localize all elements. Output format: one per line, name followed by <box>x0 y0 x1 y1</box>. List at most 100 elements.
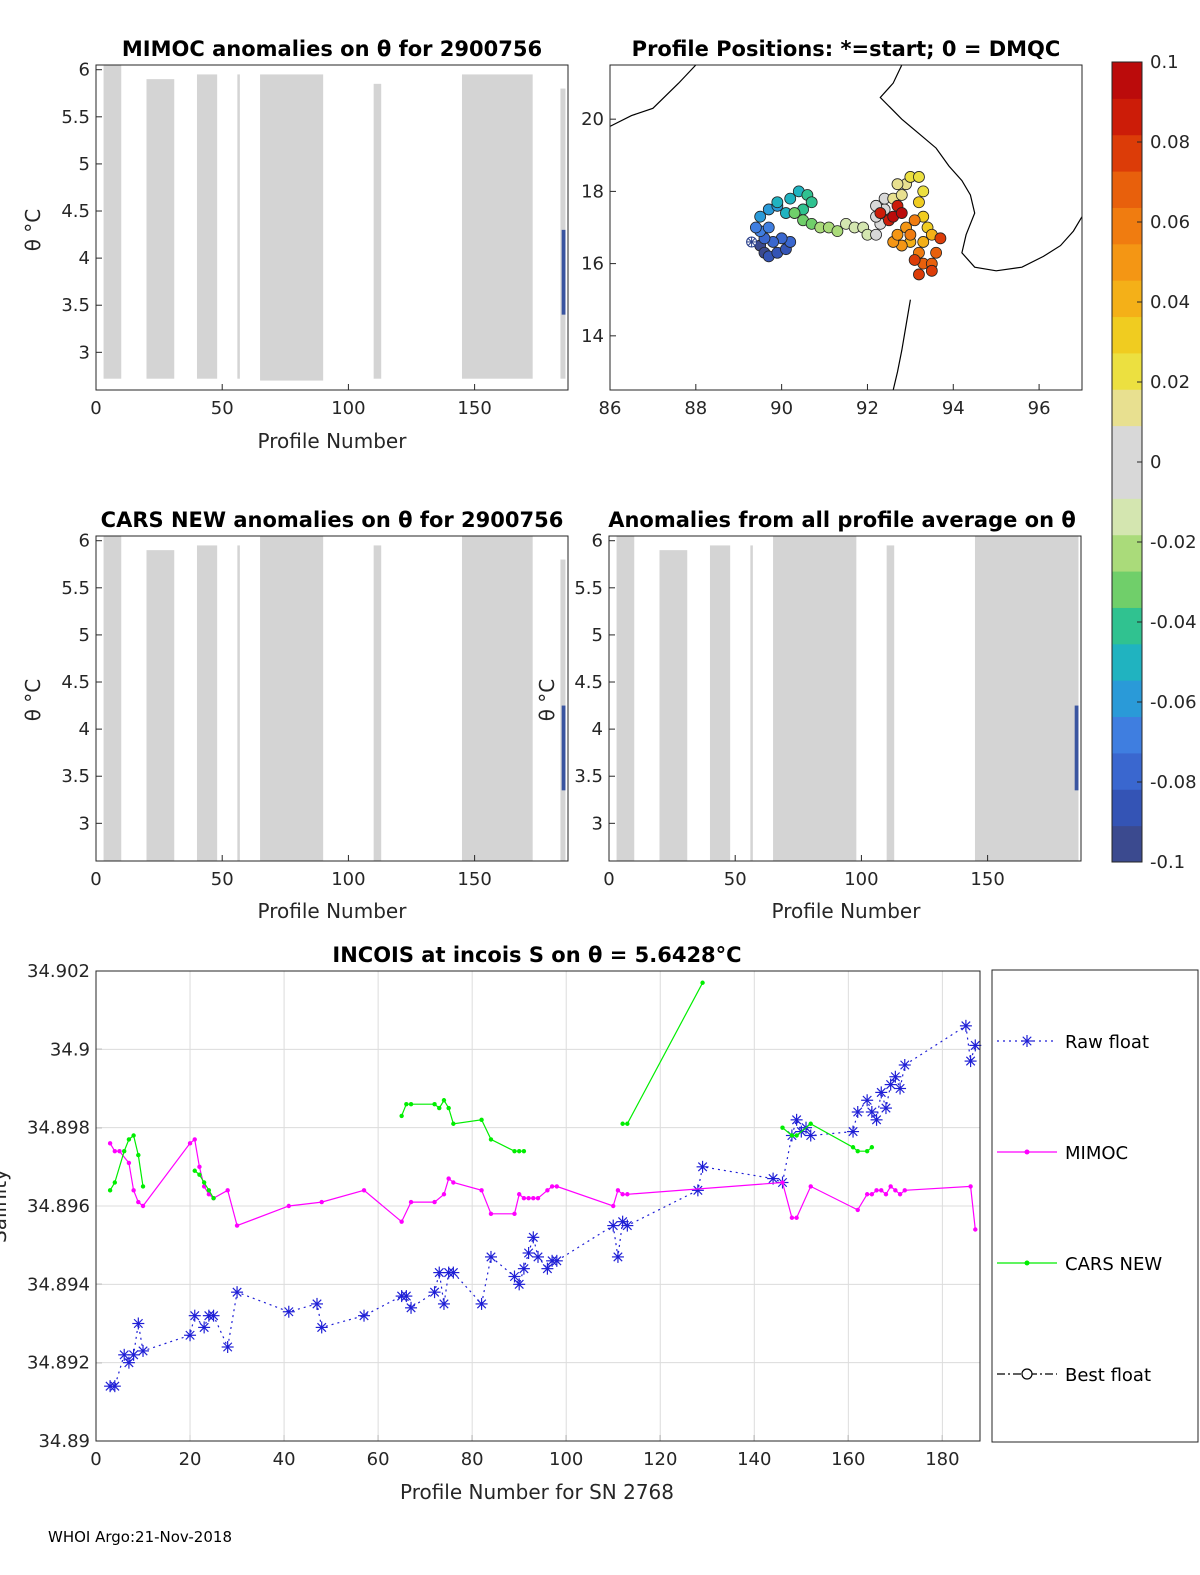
anomaly-column <box>237 545 240 861</box>
legend-label: Raw float <box>1065 1032 1149 1053</box>
mimoc-point <box>286 1203 291 1209</box>
cars-new-point <box>131 1133 136 1138</box>
anomaly-column <box>146 79 175 379</box>
legend-box <box>991 969 1199 1443</box>
raw-float-point <box>437 1297 450 1310</box>
cars-new-point <box>789 1133 795 1138</box>
raw-float-point <box>959 1019 972 1032</box>
raw-float-point <box>541 1262 554 1275</box>
anomaly-strip <box>561 229 566 315</box>
colorbar-swatch <box>1112 716 1142 754</box>
ytick-label: 18 <box>581 181 604 202</box>
colorbar-swatch <box>1112 316 1142 354</box>
raw-float-point <box>207 1309 220 1322</box>
mimoc-point <box>611 1203 616 1209</box>
mimoc-point <box>521 1195 527 1201</box>
profile-position <box>930 246 943 259</box>
colorbar-swatch <box>1112 207 1142 245</box>
profile-position <box>917 236 930 248</box>
anomaly-strip <box>561 705 566 791</box>
ytick-label: 16 <box>581 254 604 275</box>
axes-box <box>95 535 569 862</box>
colorbar-tick-label: -0.1 <box>1150 852 1185 873</box>
incois-ylabel: Salinity <box>0 1169 11 1243</box>
colorbar-swatch <box>1112 389 1142 427</box>
anomaly-column <box>461 74 533 379</box>
mimoc-point <box>192 1137 197 1142</box>
cars-new-point <box>197 1172 202 1177</box>
raw-float-point <box>621 1219 634 1232</box>
ytick-label: 5 <box>79 154 90 175</box>
legend-marker <box>1024 1260 1030 1266</box>
ytick-label: 6 <box>79 531 90 552</box>
axes-box <box>609 64 1083 391</box>
mimoc-point <box>136 1199 141 1205</box>
xtick-label: 50 <box>211 398 234 419</box>
raw-float-point <box>127 1348 140 1361</box>
xtick-label: 0 <box>90 398 101 419</box>
mimoc-point <box>225 1188 230 1193</box>
profile-position <box>891 178 904 191</box>
colorbar-swatch <box>1112 643 1142 681</box>
profile-position <box>917 185 930 198</box>
profile-position <box>788 207 801 219</box>
mimoc-point <box>479 1188 484 1193</box>
map-panel: Profile Positions: *=start; 0 = DMQC 86 8… <box>581 37 1083 419</box>
raw-float-point <box>804 1129 817 1142</box>
mimoc-point <box>446 1176 451 1181</box>
ytick-label: 5.5 <box>61 578 90 599</box>
mimoc-point <box>549 1184 555 1189</box>
cars-title: CARS NEW anomalies on θ for 2900756 <box>101 508 564 532</box>
mimoc-panel: MIMOC anomalies on θ for 2900756 0 50 100 1… <box>21 37 569 453</box>
anomaly-column <box>974 536 1079 861</box>
ytick-label: 4.5 <box>61 672 90 693</box>
mimoc-point <box>432 1199 437 1205</box>
colorbar-tick-label: -0.06 <box>1150 692 1197 713</box>
anomaly-column <box>709 545 731 861</box>
mimoc-point <box>968 1184 973 1189</box>
mimoc-point <box>874 1188 879 1193</box>
raw-float-point <box>884 1078 897 1091</box>
colorbar-swatch <box>1112 243 1142 281</box>
cars-new-point <box>451 1121 456 1126</box>
colorbar-tick-label: 0.06 <box>1150 212 1190 233</box>
raw-float-point <box>132 1317 145 1330</box>
raw-float-point <box>889 1070 902 1083</box>
avg-xlabel: Profile Number <box>772 899 922 923</box>
xtick-label: 40 <box>273 1449 296 1470</box>
ytick-label: 3.5 <box>61 766 90 787</box>
mimoc-point <box>973 1227 978 1232</box>
profile-position <box>831 225 844 238</box>
gridlines: 0 20 40 60 80 100 120 140 160 180 34.89 34.892 34.89… <box>27 961 980 1470</box>
mimoc-point <box>319 1199 324 1205</box>
raw-float-point <box>969 1039 982 1052</box>
cars-new-point <box>780 1125 785 1130</box>
cars-new-point <box>206 1188 212 1193</box>
cars-new-point <box>211 1195 216 1201</box>
colorbar-swatch <box>1112 171 1142 208</box>
mimoc-point <box>451 1180 456 1185</box>
cars-new-point <box>488 1137 494 1142</box>
ytick-label: 4 <box>592 719 603 740</box>
mimoc-point <box>789 1215 795 1220</box>
cars-new-point <box>399 1113 404 1119</box>
anomaly-strip <box>1074 705 1079 791</box>
legend-entry: MIMOC <box>997 1143 1128 1164</box>
mimoc-point <box>361 1188 367 1193</box>
colorbar-swatch <box>1112 134 1142 172</box>
series-cars-new <box>107 980 875 1201</box>
profile-position <box>913 268 925 281</box>
mimoc-point <box>794 1215 799 1220</box>
anomaly-column <box>196 545 218 861</box>
raw-float-point <box>790 1113 803 1126</box>
xtick-label: 140 <box>737 1449 771 1470</box>
anomaly-column <box>260 74 324 381</box>
raw-float-point <box>607 1219 620 1232</box>
raw-float-point <box>691 1184 704 1197</box>
mimoc-point <box>107 1141 113 1146</box>
mimoc-ylabel: θ °C <box>21 209 45 252</box>
mimoc-point <box>441 1192 447 1197</box>
raw-float-point <box>184 1329 197 1342</box>
cars-new-point <box>201 1180 207 1185</box>
cars-new-point <box>512 1148 517 1154</box>
